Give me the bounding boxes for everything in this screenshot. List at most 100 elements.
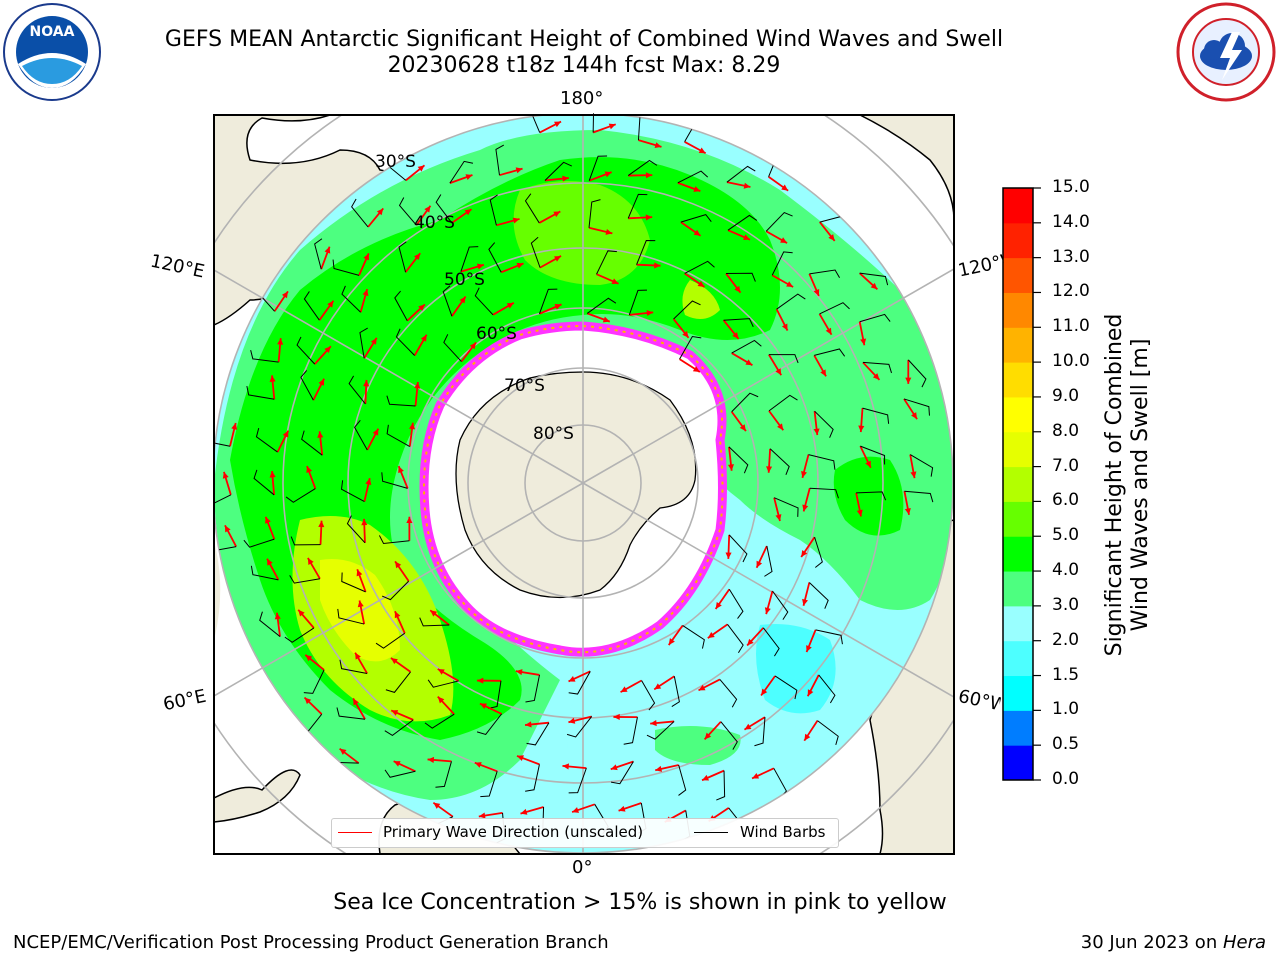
wave-arrow-head	[602, 316, 610, 323]
wave-arrow-head	[702, 774, 710, 781]
wind-barb	[809, 487, 839, 499]
colorbar-swatch	[1003, 536, 1033, 572]
wave-arrow-head	[698, 147, 706, 154]
wave-arrow-head	[516, 755, 524, 761]
wave-arrow-head	[409, 422, 416, 430]
wave-arrow-head	[520, 808, 528, 815]
wind-barb	[773, 497, 799, 517]
wave-arrow-head	[474, 762, 482, 768]
colorbar	[1003, 188, 1033, 781]
legend-wave-swatch	[338, 832, 372, 833]
wind-barb	[290, 536, 321, 546]
colorbar-tick-label: 6.0	[1052, 490, 1080, 511]
wind-barb	[592, 113, 603, 133]
wind-barb	[680, 214, 712, 223]
colorbar-tick-label: 13.0	[1052, 246, 1090, 267]
map-legend: Primary Wave Direction (unscaled) Wind B…	[331, 818, 839, 848]
wave-arrow-head	[860, 338, 867, 346]
wind-barb	[903, 398, 930, 416]
wave-arrow-head	[608, 123, 616, 130]
wave-arrow-head	[324, 246, 331, 254]
chart-title: GEFS MEAN Antarctic Significant Height o…	[164, 27, 1004, 52]
wave-arrow-head	[904, 508, 911, 515]
wind-barb	[250, 565, 279, 581]
colorbar-tick-label: 0.0	[1052, 769, 1080, 789]
wind-barb	[301, 430, 323, 456]
wave-arrow-head	[395, 561, 402, 569]
wave-arrow-head	[476, 677, 484, 684]
wind-barb	[348, 375, 366, 405]
wind-barb	[424, 713, 455, 729]
wind-barb	[568, 767, 587, 794]
wave-arrow-head	[269, 471, 276, 478]
wind-barb	[285, 488, 316, 503]
wave-arrow-head	[304, 697, 312, 705]
wave-arrow-head	[281, 291, 288, 299]
wind-barb	[646, 721, 675, 740]
wave-arrow-head	[269, 375, 276, 382]
wind-barb	[489, 194, 498, 226]
colorbar-border	[1002, 187, 1034, 781]
wave-arrow-head	[437, 696, 445, 704]
wave-arrow-head	[469, 342, 477, 350]
wind-barb	[284, 627, 315, 643]
wave-arrow-head	[363, 253, 369, 261]
wind-barb	[588, 199, 601, 228]
wave-arrow-head	[761, 688, 768, 696]
wind-barb	[337, 608, 365, 625]
wave-arrow-head	[464, 209, 472, 216]
wind-barb	[859, 313, 891, 323]
wind-barb	[336, 707, 366, 720]
colorbar-tick-label: 9.0	[1052, 385, 1080, 406]
wind-barb	[673, 300, 701, 320]
legend-barb-swatch	[694, 832, 728, 833]
wave-arrow-head	[515, 167, 523, 174]
wind-barb	[386, 395, 416, 407]
wave-arrow-head	[802, 598, 808, 606]
colorbar-tick-label: 10.0	[1052, 351, 1090, 372]
wave-arrow-head	[554, 121, 562, 128]
wind-barb	[907, 359, 927, 388]
wind-barb	[351, 198, 369, 228]
wind-barb	[627, 193, 648, 219]
wave-arrow-head	[562, 175, 569, 182]
wind-barb	[259, 611, 281, 637]
wave-arrow-head	[339, 748, 347, 755]
wave-arrow-head	[801, 550, 808, 558]
wave-arrow-head	[610, 764, 618, 771]
wind-barb	[250, 350, 279, 363]
wave-arrow-head	[756, 560, 763, 568]
wave-arrow-head	[802, 504, 809, 512]
wind-barb	[768, 394, 798, 412]
wave-arrow-head	[265, 516, 271, 524]
wave-arrow-head	[414, 382, 421, 389]
wind-barb	[814, 410, 834, 438]
lat-label-30s: 30°S	[375, 152, 416, 172]
wind-barb	[862, 361, 893, 374]
wave-arrow-head	[813, 428, 820, 436]
wind-barb	[566, 716, 593, 738]
wave-arrow-head	[725, 552, 732, 559]
wave-arrow-head	[568, 676, 576, 682]
wind-barb	[723, 318, 754, 328]
wave-arrow-head	[459, 296, 466, 304]
wave-arrow-head	[394, 611, 401, 619]
wave-arrow-head	[745, 359, 753, 366]
wave-arrow-head	[775, 368, 782, 376]
wind-barb	[623, 717, 638, 745]
wave-arrow-head	[356, 569, 363, 577]
wave-arrow-head	[512, 217, 520, 224]
wind-barb	[386, 424, 411, 447]
wind-barb	[684, 260, 715, 274]
wave-arrow-head	[224, 525, 231, 533]
wave-arrow-head	[813, 288, 820, 296]
legend-barb-label: Wind Barbs	[740, 823, 826, 841]
wind-barb	[769, 448, 790, 476]
wave-arrow-head	[391, 710, 399, 716]
wave-arrow-head	[370, 337, 377, 345]
wave-arrow-head	[806, 645, 812, 653]
wind-barb	[719, 679, 738, 708]
wave-arrow-head	[734, 285, 741, 293]
wind-barb	[246, 385, 275, 400]
wind-barb	[255, 427, 278, 453]
